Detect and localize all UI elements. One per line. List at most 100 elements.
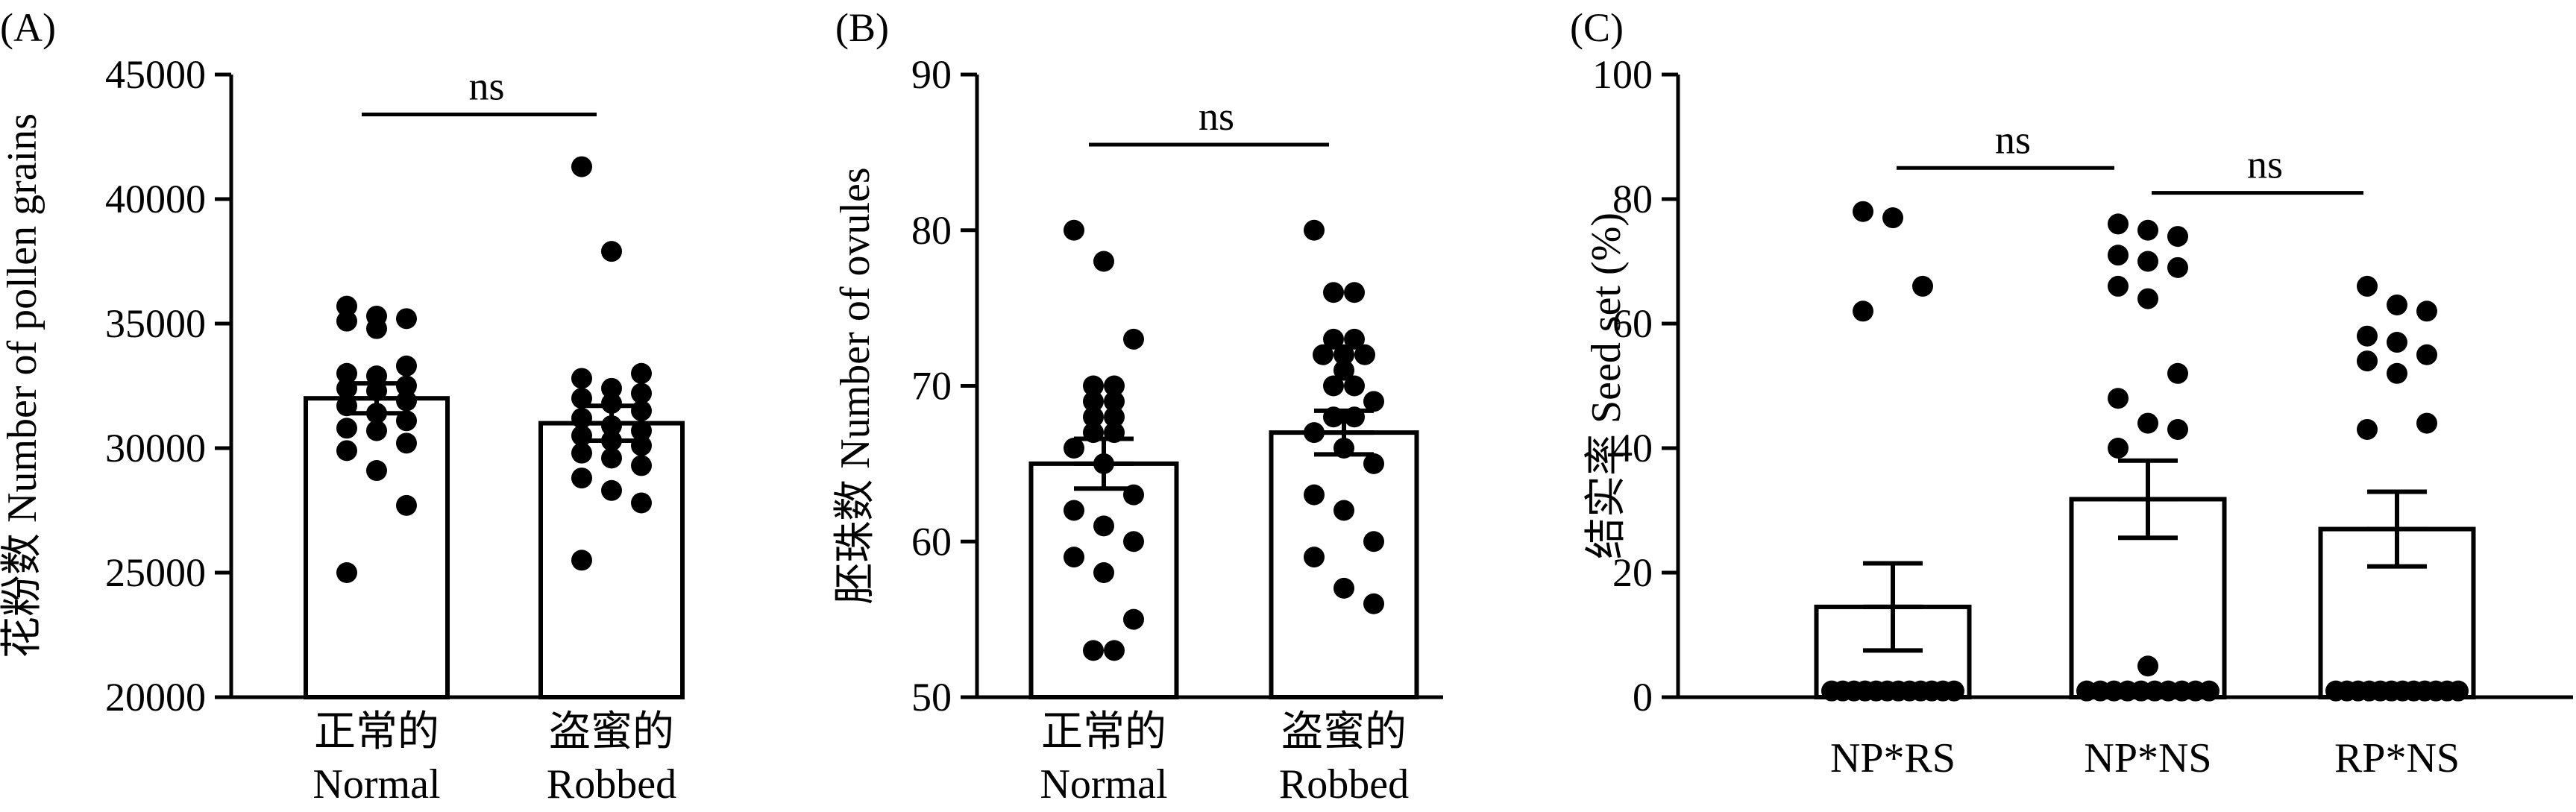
category-label-en: Normal	[1040, 761, 1167, 808]
data-point	[2357, 350, 2378, 372]
data-point	[1104, 375, 1125, 397]
category-label: NP*NS	[2084, 735, 2211, 781]
data-point	[1323, 328, 1344, 350]
data-point	[1333, 577, 1354, 599]
y-tick-label: 40	[1612, 426, 1653, 470]
data-point	[571, 442, 592, 464]
data-point	[571, 550, 592, 571]
data-point	[396, 410, 417, 432]
data-point	[571, 388, 592, 409]
significance-label: ns	[468, 63, 504, 108]
data-point	[2137, 251, 2158, 272]
data-point	[1123, 531, 1144, 553]
data-point	[571, 156, 592, 177]
category-label-zh: 正常的	[1041, 709, 1166, 755]
data-point	[1123, 608, 1144, 630]
data-point	[1064, 219, 1084, 241]
data-point	[2108, 213, 2129, 235]
y-tick-label: 35000	[105, 301, 206, 346]
data-point	[1853, 300, 1873, 322]
data-point	[1344, 282, 1365, 303]
data-point	[1083, 640, 1104, 661]
y-tick-label: 60	[1612, 301, 1653, 346]
data-point	[1104, 640, 1125, 661]
data-point	[1083, 391, 1104, 412]
data-point	[1064, 547, 1084, 568]
y-tick-label: 50	[911, 675, 952, 720]
data-point	[2137, 288, 2158, 309]
data-point	[2108, 245, 2129, 266]
data-point	[396, 494, 417, 516]
data-point	[1363, 593, 1384, 614]
data-point	[1123, 328, 1144, 350]
data-point	[1313, 344, 1333, 365]
data-point	[1363, 391, 1384, 412]
data-point	[1853, 201, 1873, 222]
panel-label: (A)	[0, 5, 56, 50]
data-point	[1304, 219, 1325, 241]
data-point	[1093, 562, 1114, 583]
y-axis-title: 结实率 Seed set (%)	[1583, 213, 1630, 559]
data-point	[2387, 362, 2407, 384]
data-point	[336, 295, 357, 317]
data-point	[1333, 500, 1354, 521]
data-point	[1912, 275, 1933, 297]
y-tick-label: 70	[911, 364, 952, 409]
data-point	[2137, 219, 2158, 241]
significance-label: ns	[2247, 142, 2283, 187]
data-point	[2167, 256, 2188, 278]
data-point	[1093, 251, 1114, 272]
data-point	[366, 460, 387, 482]
data-point	[366, 420, 387, 441]
data-point	[631, 435, 652, 456]
y-tick-label: 45000	[105, 52, 206, 97]
significance-label: ns	[1995, 117, 2031, 162]
data-point	[631, 400, 652, 421]
data-point	[2448, 680, 2469, 702]
y-tick-label: 20	[1612, 550, 1653, 595]
category-label-zh: 盗蜜的	[1281, 709, 1407, 755]
category-label: RP*NS	[2334, 735, 2460, 781]
data-point	[336, 440, 357, 462]
data-point	[2108, 438, 2129, 459]
y-tick-label: 90	[911, 52, 952, 97]
data-point	[2416, 344, 2437, 365]
data-point	[336, 362, 357, 384]
data-point	[1354, 344, 1375, 365]
data-point	[601, 447, 622, 469]
data-point	[1363, 531, 1384, 553]
data-point	[336, 418, 357, 439]
data-point	[2199, 680, 2220, 702]
data-point	[2108, 388, 2129, 409]
data-point	[2137, 655, 2158, 677]
panel-label: (B)	[835, 5, 889, 50]
data-point	[396, 390, 417, 412]
data-point	[601, 479, 622, 501]
data-point	[2387, 294, 2407, 315]
data-point	[336, 395, 357, 417]
data-point	[2167, 362, 2188, 384]
data-point	[396, 355, 417, 377]
data-point	[1104, 391, 1125, 412]
data-point	[2357, 418, 2378, 440]
category-label-en: Normal	[312, 761, 440, 808]
data-point	[1304, 547, 1325, 568]
category-label-zh: 盗蜜的	[549, 709, 674, 755]
data-point	[2108, 275, 2129, 297]
data-point	[1882, 207, 1903, 229]
data-point	[1083, 375, 1104, 397]
panel-label: (C)	[1570, 5, 1624, 50]
y-tick-label: 0	[1633, 675, 1653, 720]
data-point	[631, 362, 652, 384]
data-point	[1083, 406, 1104, 428]
data-point	[336, 310, 357, 332]
category-label-en: Robbed	[1279, 761, 1409, 808]
data-point	[2387, 332, 2407, 353]
data-point	[2416, 412, 2437, 434]
data-point	[1323, 375, 1344, 397]
data-point	[1363, 453, 1384, 474]
y-tick-label: 80	[1612, 177, 1653, 221]
data-point	[396, 308, 417, 330]
data-point	[2167, 418, 2188, 440]
